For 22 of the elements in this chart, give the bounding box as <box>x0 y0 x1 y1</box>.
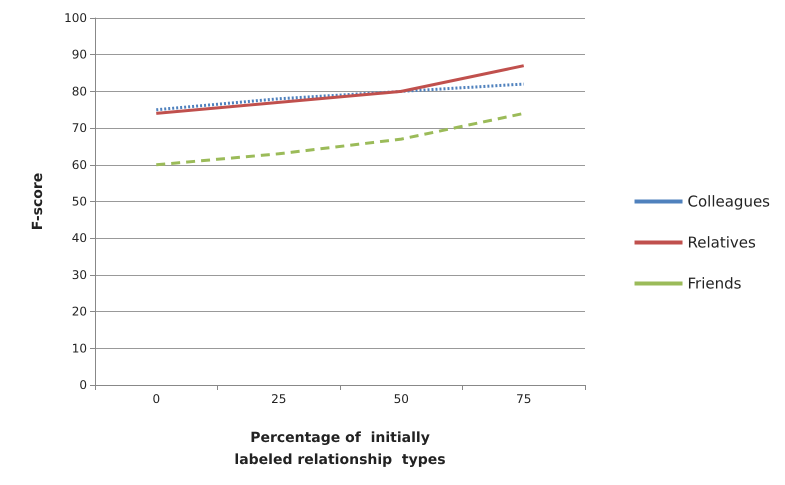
y-tick-label: 40 <box>72 231 87 246</box>
y-tick-label: 20 <box>72 304 87 319</box>
y-tick-label: 70 <box>72 121 87 136</box>
legend-label: Friends <box>688 274 742 292</box>
y-tick-label: 90 <box>72 48 87 62</box>
x-tick-label: 75 <box>516 392 532 406</box>
line-series <box>154 64 526 115</box>
y-tick-label: 10 <box>72 341 87 356</box>
y-tick-label: 30 <box>72 268 87 282</box>
y-tick-label: 60 <box>72 158 87 172</box>
x-axis-title: Percentage of initially labeled relationship types <box>234 430 446 468</box>
y-axis-title: F-score <box>30 172 46 230</box>
x-tick-label: 0 <box>152 392 160 406</box>
legend-label: Colleagues <box>688 192 770 210</box>
x-tick-label: 50 <box>394 392 409 406</box>
y-tick-label: 50 <box>72 194 87 208</box>
line-series <box>154 82 526 112</box>
y-tick-label: 0 <box>79 378 87 392</box>
x-tick-label: 25 <box>271 392 286 406</box>
y-tick-label: 100 <box>64 11 87 25</box>
y-tick-label: 80 <box>72 84 87 98</box>
legend-label: Relatives <box>688 234 756 252</box>
